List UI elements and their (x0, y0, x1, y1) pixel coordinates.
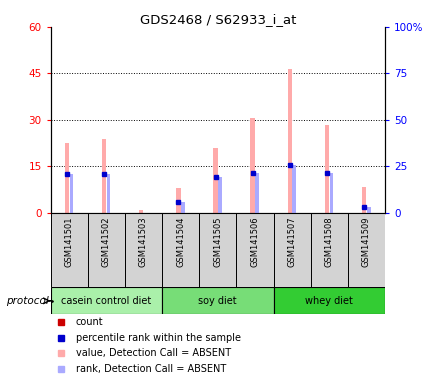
Title: GDS2468 / S62933_i_at: GDS2468 / S62933_i_at (139, 13, 296, 26)
Text: soy diet: soy diet (198, 296, 237, 306)
Bar (181, 202, 185, 213)
Bar (293, 165, 296, 213)
Text: GSM141506: GSM141506 (250, 217, 260, 267)
Bar (162, 213, 199, 287)
Text: value, Detection Call = ABSENT: value, Detection Call = ABSENT (76, 348, 231, 358)
Text: count: count (76, 317, 103, 327)
Text: GSM141502: GSM141502 (102, 217, 111, 267)
Bar (218, 177, 222, 213)
Bar (274, 287, 385, 314)
Bar (65, 143, 69, 213)
Text: GSM141508: GSM141508 (325, 217, 334, 267)
Bar (70, 174, 73, 213)
Bar (288, 69, 292, 213)
Text: protocol: protocol (6, 296, 49, 306)
Bar (213, 148, 218, 213)
Bar (88, 213, 125, 287)
Text: rank, Detection Call = ABSENT: rank, Detection Call = ABSENT (76, 364, 226, 374)
Bar (139, 210, 143, 213)
Bar (51, 287, 162, 314)
Bar (176, 188, 181, 213)
Text: GSM141505: GSM141505 (213, 217, 222, 267)
Text: casein control diet: casein control diet (61, 296, 151, 306)
Bar (199, 213, 236, 287)
Text: GSM141507: GSM141507 (288, 217, 297, 267)
Bar (125, 213, 162, 287)
Bar (250, 118, 255, 213)
Bar (236, 213, 274, 287)
Text: whey diet: whey diet (305, 296, 353, 306)
Bar (162, 287, 274, 314)
Bar (348, 213, 385, 287)
Text: GSM141501: GSM141501 (65, 217, 73, 267)
Text: GSM141503: GSM141503 (139, 217, 148, 267)
Bar (107, 174, 110, 213)
Bar (325, 124, 329, 213)
Bar (274, 213, 311, 287)
Text: GSM141504: GSM141504 (176, 217, 185, 267)
Bar (311, 213, 348, 287)
Bar (367, 207, 370, 213)
Text: GSM141509: GSM141509 (362, 217, 371, 267)
Bar (102, 139, 106, 213)
Bar (330, 173, 334, 213)
Text: percentile rank within the sample: percentile rank within the sample (76, 333, 241, 343)
Bar (362, 187, 367, 213)
Bar (255, 173, 259, 213)
Bar (51, 213, 88, 287)
